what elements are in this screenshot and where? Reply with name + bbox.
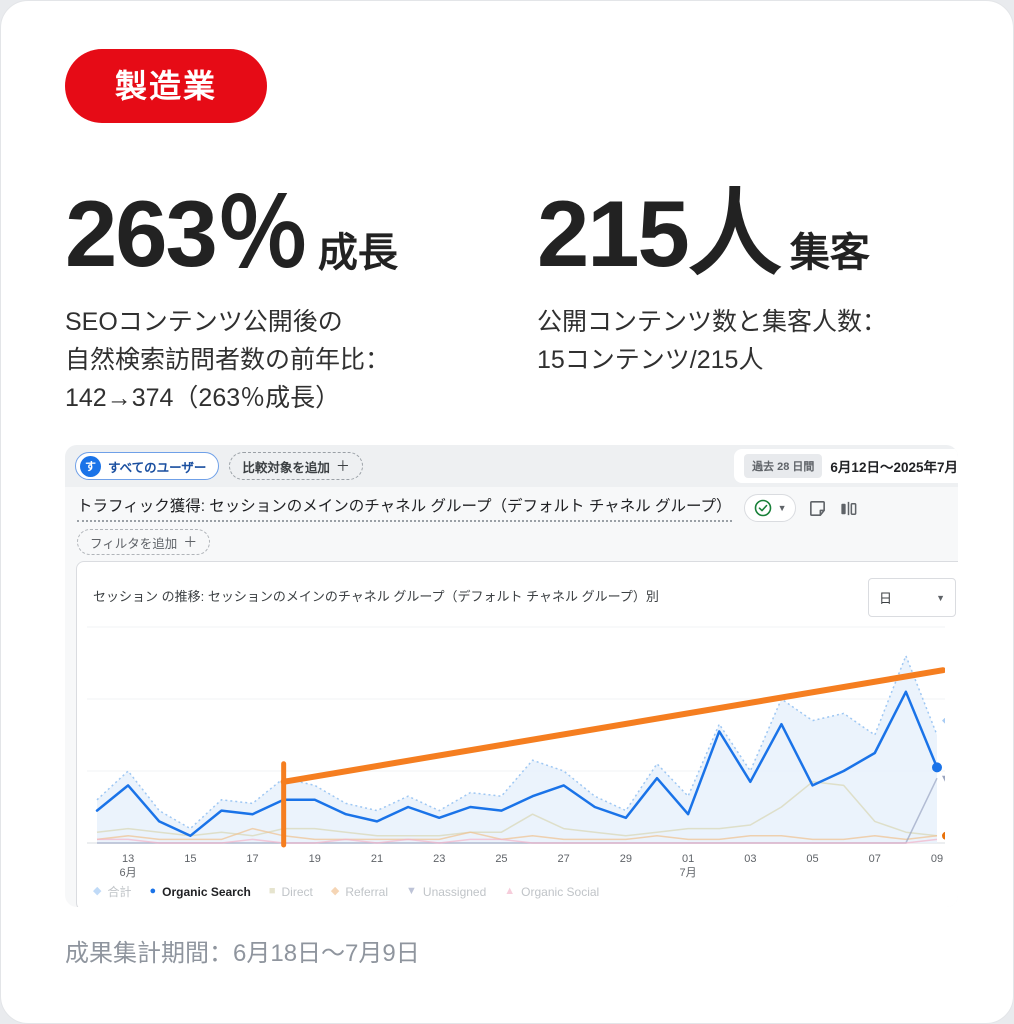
chart-legend: ◆ 合計 ● Organic Search ■ Direct ◆ Referral ▼ Unass…: [77, 883, 958, 907]
legend-item[interactable]: ◆ Referral: [331, 885, 388, 899]
comparison-bars-button[interactable]: [839, 499, 858, 518]
add-comparison-button[interactable]: 比較対象を追加 ＋: [229, 452, 363, 480]
stat-visitors: 215人 集客 公開コンテンツ数と集客人数： 15コンテンツ/215人: [537, 187, 949, 417]
date-preset-chip: 過去 28 日間: [744, 454, 823, 478]
legend-item[interactable]: ▲ Organic Social: [504, 885, 599, 899]
legend-label: Referral: [345, 884, 389, 899]
granularity-value: 日: [879, 591, 893, 606]
ga-report-title-row: トラフィック獲得: セッションのメインのチャネル グループ（デフォルト チャネル…: [65, 487, 958, 529]
legend-item[interactable]: ● Organic Search: [149, 885, 250, 899]
desc-line: SEOコンテンツ公開後の: [65, 308, 343, 336]
svg-text:7月: 7月: [680, 867, 697, 879]
stat-visitors-value-row: 215人 集客: [537, 187, 949, 281]
report-title[interactable]: トラフィック獲得: セッションのメインのチャネル グループ（デフォルト チャネル…: [77, 494, 732, 522]
svg-text:13: 13: [122, 853, 134, 865]
svg-text:19: 19: [309, 853, 321, 865]
add-filter-button[interactable]: フィルタを追加 ＋: [77, 529, 211, 555]
chevron-down-icon: ▼: [936, 592, 945, 603]
legend-item[interactable]: ▼ Unassigned: [406, 885, 486, 899]
legend-label: 合計: [107, 885, 132, 899]
legend-triangle-up-icon: ▲: [504, 885, 516, 897]
stat-growth-value: 263％: [65, 181, 310, 286]
svg-text:09: 09: [931, 853, 943, 865]
svg-text:29: 29: [620, 853, 632, 865]
plus-icon: ＋: [183, 534, 198, 550]
analytics-screenshot: す すべてのユーザー 比較対象を追加 ＋ 過去 28 日間 6月12日〜2025…: [65, 445, 958, 907]
ga-filter-row: フィルタを追加 ＋: [65, 529, 958, 561]
ga-topbar: す すべてのユーザー 比較対象を追加 ＋ 過去 28 日間 6月12日〜2025…: [65, 445, 958, 487]
legend-triangle-down-icon: ▼: [406, 885, 417, 897]
svg-text:6月: 6月: [120, 867, 137, 879]
svg-text:23: 23: [433, 853, 445, 865]
add-comparison-label: 比較対象を追加: [242, 460, 330, 475]
measurement-period-note: 成果集計期間：6月18日〜7月9日: [65, 940, 420, 967]
chart-title: セッション の推移: セッションのメインのチャネル グループ（デフォルト チャネ…: [93, 589, 659, 604]
sessions-line-chart: 13 6月 15 17 19 21 23 25 27 29 01 7月 03 05 07 09: [87, 626, 945, 879]
legend-item[interactable]: ◆ 合計: [93, 883, 131, 900]
segment-avatar-icon: す: [80, 455, 101, 477]
desc-line: 15コンテンツ/215人: [537, 346, 764, 374]
data-quality-button[interactable]: ▼: [743, 494, 797, 522]
stat-visitors-desc: 公開コンテンツ数と集客人数： 15コンテンツ/215人: [537, 303, 949, 379]
check-circle-icon: [754, 499, 771, 517]
legend-square-icon: ■: [268, 885, 276, 897]
svg-text:01: 01: [682, 853, 694, 865]
industry-badge: 製造業: [65, 49, 268, 123]
legend-item[interactable]: ■ Direct: [269, 885, 313, 899]
svg-text:25: 25: [495, 853, 507, 865]
stat-growth-suffix: 成長: [317, 231, 398, 275]
legend-label: Organic Social: [521, 884, 600, 899]
legend-label: Unassigned: [422, 884, 487, 899]
legend-diamond-icon: ◆: [93, 885, 102, 897]
panel-header: セッション の推移: セッションのメインのチャネル グループ（デフォルト チャネ…: [77, 562, 958, 617]
svg-text:15: 15: [184, 853, 196, 865]
legend-diamond-icon: ◆: [330, 885, 340, 897]
svg-text:21: 21: [371, 853, 383, 865]
plus-icon: ＋: [335, 458, 350, 474]
legend-circle-icon: ●: [149, 885, 157, 897]
svg-text:05: 05: [806, 853, 818, 865]
stat-visitors-value: 215人: [537, 181, 782, 286]
svg-text:27: 27: [558, 853, 570, 865]
sessions-chart-panel: セッション の推移: セッションのメインのチャネル グループ（デフォルト チャネ…: [76, 561, 958, 907]
desc-line: 自然検索訪問者数の前年比：: [65, 346, 391, 374]
stat-growth: 263％ 成長 SEOコンテンツ公開後の 自然検索訪問者数の前年比： 142→37…: [65, 187, 537, 417]
chevron-down-icon: ▼: [777, 503, 787, 513]
stat-growth-desc: SEOコンテンツ公開後の 自然検索訪問者数の前年比： 142→374（263％成…: [65, 303, 537, 417]
audience-segment-pill[interactable]: す すべてのユーザー: [75, 452, 220, 480]
stat-growth-value-row: 263％ 成長: [65, 187, 537, 281]
legend-label: Direct: [281, 884, 313, 899]
chart-area: 13 6月 15 17 19 21 23 25 27 29 01 7月 03 05 07 09: [77, 619, 958, 881]
svg-text:17: 17: [246, 853, 258, 865]
date-range-selector[interactable]: 過去 28 日間 6月12日〜2025年7月: [734, 449, 958, 483]
insights-note-button[interactable]: [808, 499, 827, 518]
audience-segment-label: すべてのユーザー: [108, 460, 207, 475]
stat-visitors-suffix: 集客: [789, 231, 870, 275]
compare-bars-icon: [841, 501, 857, 515]
svg-text:07: 07: [869, 853, 881, 865]
stats-row: 263％ 成長 SEOコンテンツ公開後の 自然検索訪問者数の前年比： 142→37…: [65, 187, 949, 417]
legend-label: Organic Search: [162, 884, 251, 899]
granularity-dropdown[interactable]: 日 ▼: [868, 578, 956, 617]
desc-line: 142→374（263％成長）: [65, 384, 341, 412]
date-range-label: 6月12日〜2025年7月: [830, 460, 958, 475]
add-filter-label: フィルタを追加: [90, 536, 178, 551]
desc-line: 公開コンテンツ数と集客人数：: [537, 308, 888, 336]
note-icon: [810, 500, 826, 516]
svg-text:03: 03: [744, 853, 756, 865]
